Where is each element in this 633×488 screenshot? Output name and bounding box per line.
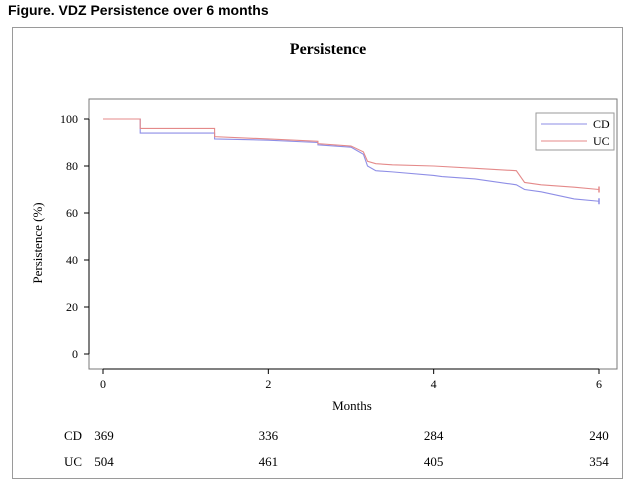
legend (535, 112, 615, 151)
risk-cell: 354 (589, 454, 609, 469)
y-tick-label: 60 (66, 206, 78, 220)
series-line-uc (103, 118, 600, 191)
y-tick-label: 40 (66, 253, 78, 267)
x-tick-label: 6 (596, 377, 602, 391)
chart-title: Persistence (290, 41, 366, 58)
y-axis: 0 20 40 60 80 100 (60, 112, 90, 361)
x-axis: 0 2 4 6 (100, 368, 602, 391)
risk-row-label: CD (64, 428, 82, 443)
risk-cell: 336 (259, 428, 279, 443)
risk-cell: 405 (424, 454, 444, 469)
chart-panel (12, 27, 623, 479)
x-tick-label: 2 (265, 377, 271, 391)
legend-label-cd: CD (593, 117, 610, 131)
y-tick-label: 80 (66, 159, 78, 173)
y-tick-label: 0 (72, 347, 78, 361)
risk-cell: 461 (259, 454, 279, 469)
risk-cell: 504 (94, 454, 114, 469)
x-tick-label: 4 (431, 377, 437, 391)
figure-caption: Figure. VDZ Persistence over 6 months (8, 2, 269, 18)
legend-label-uc: UC (593, 134, 610, 148)
y-axis-label: Persistence (%) (30, 202, 45, 283)
risk-cell: 369 (94, 428, 114, 443)
y-tick-label: 100 (60, 112, 78, 126)
risk-table: CD 369 336 284 240 UC 504 461 405 354 (64, 428, 609, 469)
x-axis-label: Months (332, 398, 372, 413)
risk-cell: 284 (424, 428, 444, 443)
risk-row-label: UC (64, 454, 82, 469)
series-lines (103, 118, 600, 205)
y-tick-label: 20 (66, 300, 78, 314)
series-line-cd (103, 118, 600, 202)
x-tick-label: 0 (100, 377, 106, 391)
risk-cell: 240 (589, 428, 609, 443)
